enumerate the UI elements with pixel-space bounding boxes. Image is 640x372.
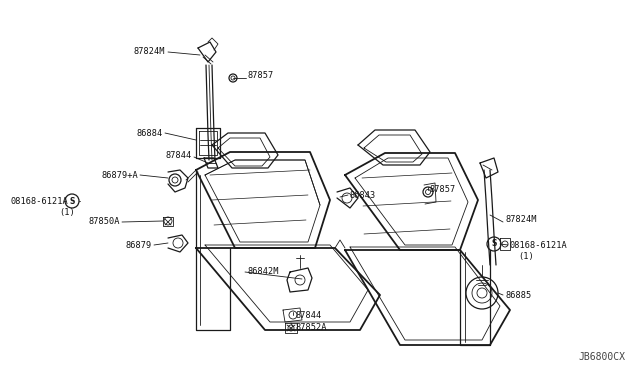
- Text: 86879: 86879: [125, 241, 152, 250]
- Text: 87844: 87844: [295, 311, 321, 320]
- Text: 87852A: 87852A: [295, 323, 326, 331]
- Text: 86885: 86885: [505, 291, 531, 299]
- Text: 86843: 86843: [350, 190, 376, 199]
- Text: 86842M: 86842M: [247, 267, 278, 276]
- Text: 08168-6121A: 08168-6121A: [10, 196, 68, 205]
- Text: (1): (1): [518, 251, 534, 260]
- Text: 08168-6121A: 08168-6121A: [510, 241, 568, 250]
- Text: (1): (1): [60, 208, 75, 217]
- Text: 87844: 87844: [166, 151, 192, 160]
- Text: 86884: 86884: [137, 128, 163, 138]
- Text: S: S: [492, 240, 497, 248]
- Text: 87857: 87857: [430, 186, 456, 195]
- Text: 86879+A: 86879+A: [101, 170, 138, 180]
- Text: S: S: [69, 196, 75, 205]
- Text: JB6800CX: JB6800CX: [578, 352, 625, 362]
- Text: 87824M: 87824M: [505, 215, 536, 224]
- Text: 87850A: 87850A: [88, 218, 120, 227]
- Text: 87857: 87857: [248, 71, 275, 80]
- Text: 87824M: 87824M: [134, 48, 165, 57]
